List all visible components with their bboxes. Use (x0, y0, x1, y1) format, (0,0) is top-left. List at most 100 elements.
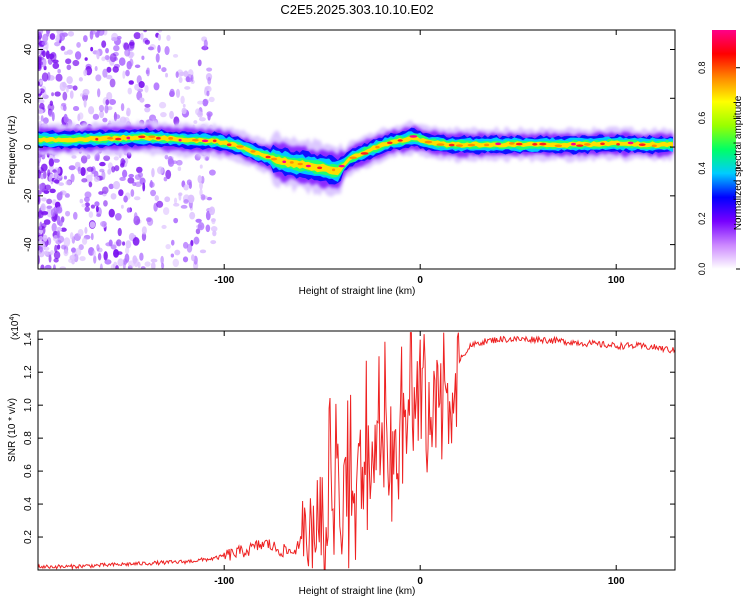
spectrogram-noise-cell (41, 72, 49, 82)
spectrogram-noise-cell (209, 206, 216, 216)
colorbar-tick-label: 0.4 (697, 162, 707, 175)
spectrogram-noise-cell (137, 172, 144, 178)
spectrogram-noise-cell (113, 248, 120, 258)
spectrogram-noise-cell (72, 106, 80, 112)
spectrogram-noise-cell (163, 176, 168, 182)
spectrogram-noise-cell (172, 53, 179, 58)
spectrogram-ridge-peak (148, 135, 156, 138)
spectrogram-noise-cell (159, 101, 167, 109)
spectrogram-ridge-peak (467, 143, 476, 147)
spectrogram-noise-cell (125, 246, 130, 255)
spectrogram-noise-cell (79, 93, 84, 97)
spectrogram-noise-cell (133, 32, 141, 40)
spectrogram-noise-cell (79, 256, 86, 262)
snr-y-label: SNR (10 * v/v) (7, 398, 18, 462)
spectrogram-noise-cell (83, 99, 87, 108)
spectrogram-noise-cell (117, 227, 122, 237)
spectrogram-noise-cell (141, 232, 147, 241)
spectrogram-noise-cell (92, 250, 96, 257)
spectrogram-noise-cell (63, 113, 68, 123)
spectrogram-noise-cell (96, 244, 100, 252)
spectrogram-noise-cell (49, 188, 56, 194)
spectrogram-noise-cell (149, 179, 153, 188)
spectrogram-noise-cell (114, 165, 120, 172)
spectrogram-ridge-peak (638, 143, 646, 146)
spectrogram-noise-cell (150, 261, 156, 269)
spectrogram-noise-cell (191, 254, 195, 262)
spectrogram-ridge-peak (265, 155, 271, 159)
spectrogram-noise-cell (157, 44, 161, 54)
spectrogram-noise-cell (80, 166, 86, 177)
spectrogram-noise-cell (65, 58, 72, 65)
spectrogram-ridge-peak (424, 140, 433, 144)
spectrogram-ridge-peak (212, 139, 217, 143)
spectrogram-noise-cell (54, 244, 58, 254)
spectrogram-noise-cell (49, 250, 54, 255)
spectrogram-ridge-peak (600, 142, 605, 146)
spectrogram-ridge-peak (155, 136, 161, 140)
spectrogram-noise-cell (96, 50, 100, 60)
spectrogram-noise-cell (51, 92, 54, 97)
spectrogram-noise-cell (54, 41, 61, 47)
spectrogram-noise-cell (90, 46, 94, 52)
spectrogram-noise-cell (62, 91, 68, 101)
spectrogram-ridge-peak (107, 136, 114, 140)
spectrogram-noise-cell (53, 179, 60, 184)
spectrogram-noise-cell (208, 169, 216, 176)
spectrogram-noise-cell (130, 189, 135, 197)
spectrogram-noise-cell (60, 227, 67, 232)
spectrogram-noise-cell (70, 173, 75, 183)
spectrogram-noise-cell (185, 76, 190, 83)
spectrogram-noise-cell (207, 112, 211, 121)
spectrogram-noise-cell (110, 263, 116, 269)
spectrogram-noise-cell (182, 256, 189, 263)
spectrogram-noise-cell (94, 66, 98, 72)
spectrogram-noise-cell (175, 71, 179, 79)
spectrogram-noise-cell (126, 207, 131, 213)
spectrogram-noise-cell (95, 32, 100, 38)
spectrogram-noise-cell (166, 34, 171, 42)
spectrogram-noise-cell (44, 264, 52, 269)
snr-y-tick-label: 1.4 (23, 332, 34, 346)
snr-y-tick-label: 0.6 (23, 464, 34, 478)
spectrogram-noise-cell (117, 258, 124, 267)
spectrogram-noise-cell (176, 159, 183, 166)
spectrogram-noise-cell (165, 72, 169, 78)
spectrogram-noise-cell (199, 188, 203, 197)
spectrogram-noise-cell (51, 222, 57, 233)
spectrogram-noise-cell (102, 117, 108, 123)
spectrogram-noise-cell (173, 217, 179, 224)
spectrogram-noise-cell (199, 164, 203, 169)
spectrogram-noise-cell (73, 211, 78, 220)
spectrogram-noise-cell (161, 67, 167, 73)
spectrogram-noise-cell (120, 204, 124, 209)
spectrogram-noise-cell (183, 199, 189, 204)
spectrogram-noise-cell (74, 51, 82, 60)
spectrogram-noise-cell (86, 166, 94, 172)
spectrogram-noise-cell (76, 42, 81, 48)
spectrogram-ridge-peak (305, 164, 312, 168)
spectrogram-noise-cell (39, 46, 47, 50)
spectrogram-noise-cell (180, 204, 188, 209)
spectrogram-noise-cell (127, 87, 133, 95)
spectrogram-noise-cell (39, 173, 45, 180)
spectrogram-noise-cell (40, 115, 44, 122)
spectrogram-noise-cell (122, 70, 126, 79)
spectrogram-noise-cell (102, 68, 108, 78)
spectrogram-noise-cell (180, 95, 185, 105)
spectrogram-noise-cell (116, 35, 122, 40)
spectrogram-noise-cell (174, 249, 181, 256)
spectrogram-x-tick-label: 0 (417, 275, 423, 286)
spectrogram-noise-cell (38, 30, 44, 36)
spectrogram-noise-cell (77, 113, 81, 122)
spectrogram-noise-cell (41, 41, 47, 46)
spectrogram-noise-cell (129, 58, 134, 67)
spectrogram-noise-cell (83, 35, 88, 43)
spectrogram-noise-cell (183, 184, 189, 191)
spectrogram-noise-cell (99, 263, 103, 269)
spectrogram-noise-cell (170, 239, 175, 246)
spectrogram-noise-cell (100, 221, 107, 227)
spectrogram-noise-cell (55, 73, 63, 82)
spectrogram-noise-cell (108, 99, 117, 105)
spectrogram-noise-cell (49, 33, 56, 40)
